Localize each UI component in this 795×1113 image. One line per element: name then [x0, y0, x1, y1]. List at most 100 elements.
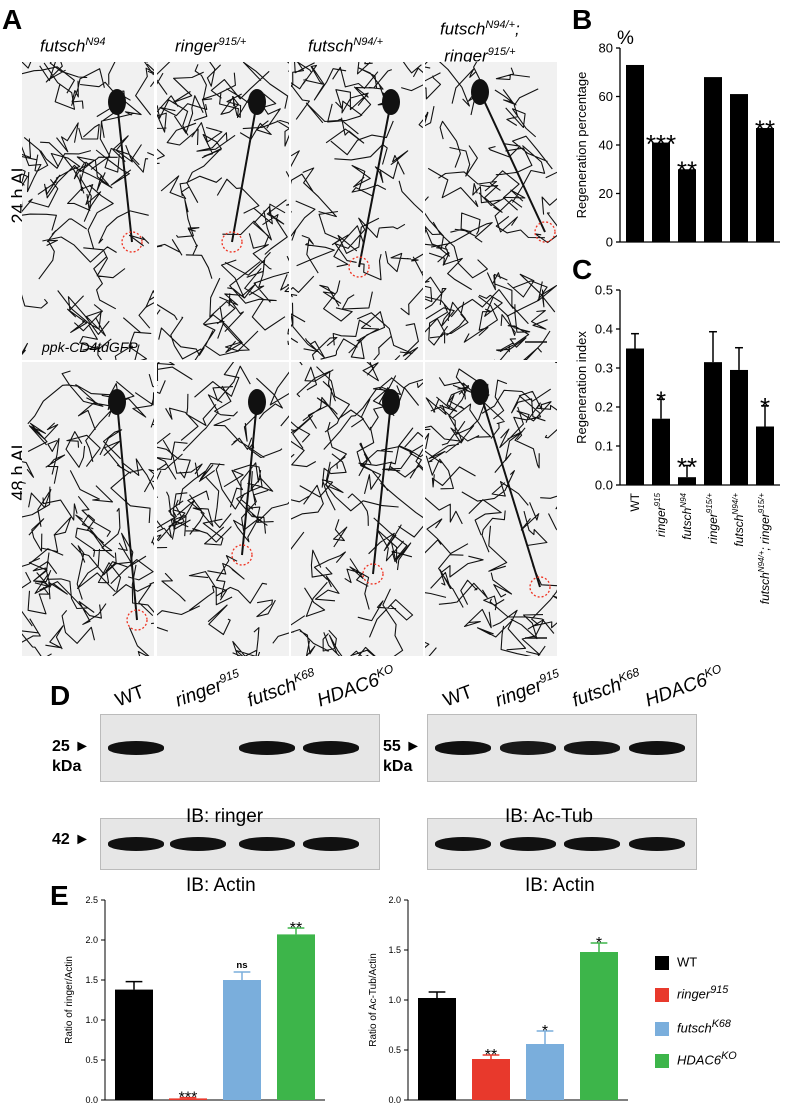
axon-trace [479, 91, 546, 233]
y-tick-label: 0.0 [595, 478, 613, 493]
significance-label: ** [290, 920, 302, 937]
bar [626, 348, 644, 485]
col-label-futsch-n94: futschN94 [40, 36, 106, 56]
mw-marker-42: 42 ► [52, 831, 91, 848]
soma [382, 89, 400, 115]
bar [730, 369, 748, 485]
blot-actin-left [100, 818, 380, 870]
significance-label: *** [646, 129, 676, 159]
dendrite-network [425, 362, 557, 656]
dendrite-network [22, 370, 154, 656]
micrograph-row1-col2 [157, 62, 289, 360]
blot-band [303, 741, 359, 755]
bar [169, 1098, 207, 1100]
y-tick-label: 2.0 [85, 935, 98, 945]
significance-label: ** [677, 452, 697, 482]
blot-band [303, 837, 359, 851]
y-tick-label: 0.0 [388, 1095, 401, 1105]
legend-swatch-futsch [655, 1021, 669, 1036]
legend-item-ringer: ringer915 [655, 984, 728, 1002]
legend-item-wt: WT [655, 952, 697, 970]
blot-lane-right-futsch: futschK68 [569, 664, 642, 712]
micrograph-row2-col2 [157, 362, 289, 656]
blot-band [108, 837, 164, 851]
legend-swatch-wt [655, 955, 669, 970]
y-axis-label: Regeneration index [574, 331, 589, 444]
axon-trace [116, 101, 133, 243]
legend-item-hdac6: HDAC6KO [655, 1050, 737, 1068]
significance-label: ** [755, 114, 775, 144]
y-tick-label: 40 [599, 138, 613, 153]
bar [678, 169, 696, 242]
blot-lane-left-hdac6: HDAC6KO [314, 661, 396, 712]
bar [756, 426, 774, 485]
y-tick-label: 60 [599, 89, 613, 104]
bar [115, 989, 153, 1100]
blot-band [500, 741, 556, 755]
significance-label: ** [677, 156, 697, 186]
legend-swatch-hdac6 [655, 1053, 669, 1068]
ib-label-ringer: IB: ringer [186, 806, 264, 827]
blot-band [564, 741, 620, 755]
blot-band [629, 837, 685, 851]
x-tick-label: WT [628, 492, 642, 511]
blot-band [500, 837, 556, 851]
significance-label: * [656, 386, 666, 416]
y-axis-label: Ratio of ringer/Actin [64, 956, 75, 1044]
bar [626, 64, 644, 242]
bar [756, 128, 774, 242]
y-tick-label: 1.5 [85, 975, 98, 985]
col-label-ringer-915-het: ringer915/+ [175, 36, 247, 56]
y-tick-label: 0.3 [595, 361, 613, 376]
blot-lane-left-ringer: ringer915 [172, 666, 241, 712]
mw-kda-left: kDa [52, 758, 82, 775]
y-tick-label: 1.0 [388, 995, 401, 1005]
bar [704, 77, 722, 242]
axon-trace [479, 391, 541, 588]
y-tick-label: 1.5 [388, 945, 401, 955]
significance-label: * [596, 935, 602, 952]
blot-band [239, 741, 295, 755]
panel-label-a: A [2, 4, 23, 35]
soma [471, 79, 489, 105]
y-tick-label: 0.4 [595, 322, 613, 337]
lesion-site-circle [221, 231, 243, 253]
micrograph-row2-col1 [22, 362, 154, 656]
soma [248, 389, 266, 415]
y-tick-label: 0.5 [388, 1045, 401, 1055]
y-axis-label: Ratio of Ac-Tub/Actin [368, 953, 379, 1047]
x-tick-label: futschN94/+ [731, 493, 746, 547]
dendrite-network [291, 362, 423, 656]
dendrite-network [291, 62, 423, 360]
bar [652, 142, 670, 242]
soma [108, 389, 126, 415]
y-tick-label: 0.1 [595, 439, 613, 454]
significance-label: * [760, 392, 770, 422]
legend-swatch-ringer [655, 987, 669, 1002]
blot-band [170, 837, 226, 851]
micrograph-row1-col1 [22, 62, 154, 360]
mw-marker-25: 25 ► [52, 738, 91, 755]
micrograph-row1-col4 [425, 62, 557, 360]
x-tick-label: ringer915 [653, 492, 668, 537]
blot-lane-right-ringer: ringer915 [492, 666, 561, 712]
lesion-site-circle [529, 576, 551, 598]
lesion-site-circle [126, 609, 148, 631]
soma [108, 89, 126, 115]
y-tick-label: 0.5 [595, 283, 613, 298]
blot-lane-left-futsch: futschK68 [244, 664, 317, 712]
mw-kda-right: kDa [383, 758, 413, 775]
blot-band [108, 741, 164, 755]
bar [526, 1044, 564, 1100]
dendrite-network [157, 62, 289, 360]
y-tick-label: 1.0 [85, 1015, 98, 1025]
bar [652, 418, 670, 485]
bar [277, 934, 315, 1100]
col-label-futsch-n94-het: futschN94/+ [308, 36, 384, 56]
ib-label-actin-left: IB: Actin [186, 875, 256, 896]
mw-marker-55: 55 ► [383, 738, 422, 755]
lesion-site-circle [534, 221, 556, 243]
axon-trace [116, 401, 138, 621]
